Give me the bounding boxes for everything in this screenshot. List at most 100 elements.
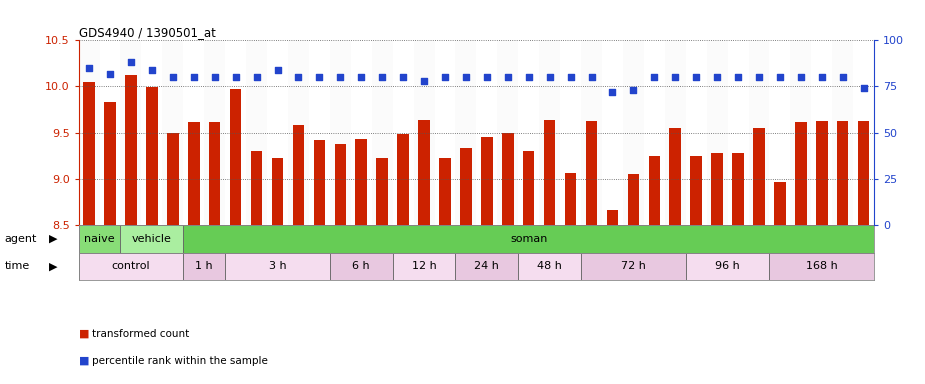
Bar (816, 121, 828, 225)
Point (166, 74, 180, 80)
Bar (120, 40, 142, 225)
Bar (330, 40, 351, 225)
Text: ▶: ▶ (49, 234, 58, 244)
Bar (335, 144, 346, 225)
Point (500, 74, 515, 80)
Text: control: control (112, 262, 150, 271)
Point (291, 74, 306, 80)
Bar (539, 40, 561, 225)
Bar (832, 40, 853, 225)
Point (354, 74, 369, 80)
Bar (188, 122, 200, 225)
Bar (79, 253, 183, 280)
Bar (439, 159, 450, 225)
Text: ▶: ▶ (49, 262, 58, 271)
Text: ■: ■ (79, 356, 89, 366)
Text: 6 h: 6 h (352, 262, 370, 271)
Point (835, 74, 850, 80)
Bar (498, 40, 518, 225)
Point (396, 74, 411, 80)
Bar (581, 253, 685, 280)
Point (752, 74, 767, 80)
Bar (670, 128, 681, 225)
Bar (225, 253, 330, 280)
Point (522, 74, 536, 80)
Text: soman: soman (510, 234, 548, 244)
Text: naive: naive (84, 234, 115, 244)
Bar (251, 151, 263, 225)
Bar (376, 159, 388, 225)
Bar (355, 139, 367, 225)
Bar (183, 225, 874, 253)
Bar (665, 40, 685, 225)
Point (270, 67, 285, 73)
Bar (125, 75, 137, 225)
Point (228, 74, 243, 80)
Bar (518, 253, 581, 280)
Bar (748, 40, 770, 225)
Bar (455, 40, 476, 225)
Bar (774, 182, 785, 225)
Text: 24 h: 24 h (475, 262, 500, 271)
Bar (167, 132, 179, 225)
Point (689, 74, 704, 80)
Point (605, 89, 620, 95)
Point (333, 74, 348, 80)
Bar (685, 253, 770, 280)
Bar (392, 253, 455, 280)
Bar (628, 174, 639, 225)
Bar (753, 128, 765, 225)
Bar (857, 121, 869, 225)
Bar (120, 225, 183, 253)
Bar (586, 121, 598, 225)
Point (794, 74, 808, 80)
Bar (711, 153, 722, 225)
Bar (79, 40, 100, 225)
Point (479, 74, 494, 80)
Point (584, 74, 598, 80)
Bar (314, 140, 325, 225)
Bar (288, 40, 309, 225)
Bar (565, 173, 576, 225)
Text: 168 h: 168 h (806, 262, 838, 271)
Text: time: time (5, 262, 30, 271)
Point (709, 74, 724, 80)
Bar (183, 253, 225, 280)
Bar (79, 225, 120, 253)
Point (542, 74, 557, 80)
Point (375, 74, 389, 80)
Bar (544, 120, 555, 225)
Point (416, 78, 431, 84)
Text: 12 h: 12 h (412, 262, 437, 271)
Text: ■: ■ (79, 329, 89, 339)
Bar (460, 148, 472, 225)
Bar (372, 40, 392, 225)
Bar (623, 40, 644, 225)
Bar (163, 40, 183, 225)
Point (81, 65, 96, 71)
Point (249, 74, 264, 80)
Bar (648, 156, 660, 225)
Bar (502, 132, 513, 225)
Point (438, 74, 452, 80)
Bar (796, 122, 807, 225)
Point (207, 74, 222, 80)
Bar (481, 137, 493, 225)
Bar (607, 210, 618, 225)
Text: 3 h: 3 h (268, 262, 287, 271)
Text: 72 h: 72 h (621, 262, 646, 271)
Point (772, 74, 787, 80)
Point (668, 74, 683, 80)
Text: agent: agent (5, 234, 37, 244)
Text: 1 h: 1 h (195, 262, 213, 271)
Text: GDS4940 / 1390501_at: GDS4940 / 1390501_at (79, 26, 216, 39)
Bar (837, 121, 848, 225)
Bar (707, 40, 728, 225)
Bar (230, 89, 241, 225)
Bar (790, 40, 811, 225)
Bar (690, 156, 702, 225)
Bar (146, 88, 157, 225)
Point (186, 74, 201, 80)
Bar (292, 125, 304, 225)
Point (814, 74, 829, 80)
